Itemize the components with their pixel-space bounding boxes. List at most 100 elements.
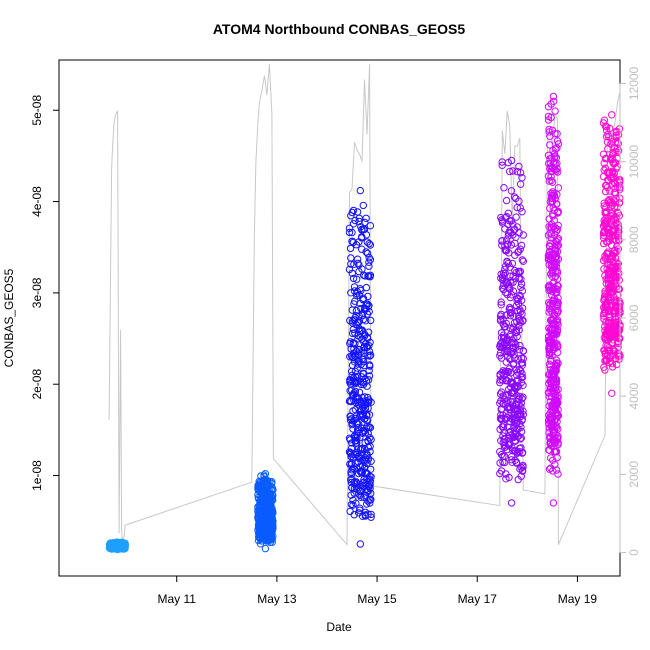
data-point bbox=[365, 307, 373, 316]
data-point bbox=[365, 396, 373, 404]
data-point bbox=[359, 201, 367, 210]
data-point bbox=[554, 425, 562, 433]
data-point bbox=[514, 247, 523, 255]
data-point bbox=[554, 207, 562, 216]
data-point bbox=[516, 435, 524, 443]
data-point bbox=[553, 130, 561, 138]
data-point bbox=[351, 377, 360, 385]
y2-tick-label: 0 bbox=[627, 549, 641, 556]
data-point bbox=[549, 499, 558, 507]
data-point bbox=[501, 435, 509, 443]
data-point bbox=[547, 113, 555, 122]
data-point bbox=[365, 372, 374, 380]
data-point bbox=[614, 147, 623, 155]
series-group bbox=[254, 470, 277, 553]
data-point bbox=[507, 217, 516, 225]
data-point bbox=[550, 216, 558, 225]
data-point bbox=[363, 459, 371, 467]
y-tick-label: 5e-08 bbox=[30, 95, 44, 126]
data-point bbox=[554, 221, 562, 230]
series-group bbox=[496, 156, 527, 507]
data-point bbox=[551, 224, 560, 232]
data-point bbox=[553, 328, 561, 336]
data-point bbox=[554, 255, 563, 263]
data-point bbox=[366, 484, 374, 493]
data-point bbox=[606, 124, 614, 133]
data-point bbox=[367, 495, 375, 504]
y-axis-label: CONBAS_GEOS5 bbox=[2, 268, 16, 367]
data-point bbox=[506, 303, 514, 312]
data-point bbox=[261, 544, 270, 553]
data-point bbox=[517, 275, 525, 283]
data-point bbox=[518, 394, 526, 403]
data-point bbox=[363, 456, 371, 464]
data-point bbox=[551, 460, 559, 469]
data-point bbox=[365, 480, 374, 488]
data-point bbox=[367, 465, 375, 473]
data-point bbox=[367, 351, 375, 359]
data-point bbox=[554, 411, 563, 420]
data-point bbox=[364, 292, 372, 301]
data-point bbox=[347, 444, 356, 453]
data-point bbox=[515, 229, 523, 237]
data-point bbox=[499, 423, 508, 431]
data-point bbox=[518, 304, 527, 312]
y2-tick-label: 8000 bbox=[627, 226, 641, 253]
x-tick-label: May 11 bbox=[157, 592, 196, 606]
data-point bbox=[365, 239, 373, 248]
data-point bbox=[347, 260, 355, 268]
data-point bbox=[551, 272, 560, 281]
data-point bbox=[518, 466, 527, 475]
y2-tick-label: 2000 bbox=[627, 461, 641, 488]
data-point bbox=[553, 453, 561, 462]
data-point bbox=[548, 178, 557, 186]
data-point bbox=[351, 406, 360, 414]
y2-tick-label: 12000 bbox=[627, 66, 641, 100]
data-point bbox=[362, 317, 370, 325]
data-point bbox=[362, 214, 370, 223]
data-point bbox=[350, 511, 358, 519]
data-point bbox=[359, 294, 367, 302]
data-point bbox=[546, 141, 554, 149]
data-point bbox=[366, 434, 374, 442]
data-point bbox=[361, 272, 369, 280]
data-point bbox=[545, 125, 553, 134]
data-point bbox=[515, 321, 523, 330]
data-point bbox=[554, 302, 562, 310]
data-point bbox=[355, 217, 363, 226]
data-point bbox=[358, 233, 366, 241]
data-point bbox=[517, 403, 525, 411]
data-point bbox=[356, 186, 364, 195]
data-point bbox=[269, 524, 277, 533]
data-point bbox=[365, 347, 374, 356]
data-point bbox=[362, 377, 371, 385]
data-point bbox=[553, 225, 562, 234]
data-point bbox=[364, 328, 373, 336]
data-point bbox=[519, 257, 527, 265]
x-tick-label: May 19 bbox=[558, 592, 598, 606]
data-point bbox=[554, 168, 562, 176]
data-point bbox=[608, 359, 616, 368]
data-point bbox=[603, 217, 611, 225]
data-point bbox=[554, 399, 562, 407]
y-tick-label: 2e-08 bbox=[30, 369, 44, 400]
data-point bbox=[507, 499, 516, 507]
data-point bbox=[554, 307, 562, 315]
x-tick-label: May 17 bbox=[458, 592, 498, 606]
series-group bbox=[105, 538, 129, 554]
data-point bbox=[366, 499, 374, 507]
data-point bbox=[611, 159, 620, 167]
data-point bbox=[355, 401, 363, 409]
data-point bbox=[348, 269, 356, 277]
data-point bbox=[365, 366, 373, 375]
data-point bbox=[362, 248, 370, 256]
data-point bbox=[553, 190, 561, 199]
data-point bbox=[507, 241, 516, 249]
y-axis-left: 1e-08 2e-08 3e-08 4e-08 5e-08 bbox=[30, 95, 59, 491]
data-point bbox=[552, 375, 561, 384]
x-axis-label: Date bbox=[326, 620, 352, 634]
data-point bbox=[516, 245, 524, 253]
data-point bbox=[356, 446, 365, 454]
data-point bbox=[366, 477, 375, 485]
data-point bbox=[512, 343, 520, 352]
